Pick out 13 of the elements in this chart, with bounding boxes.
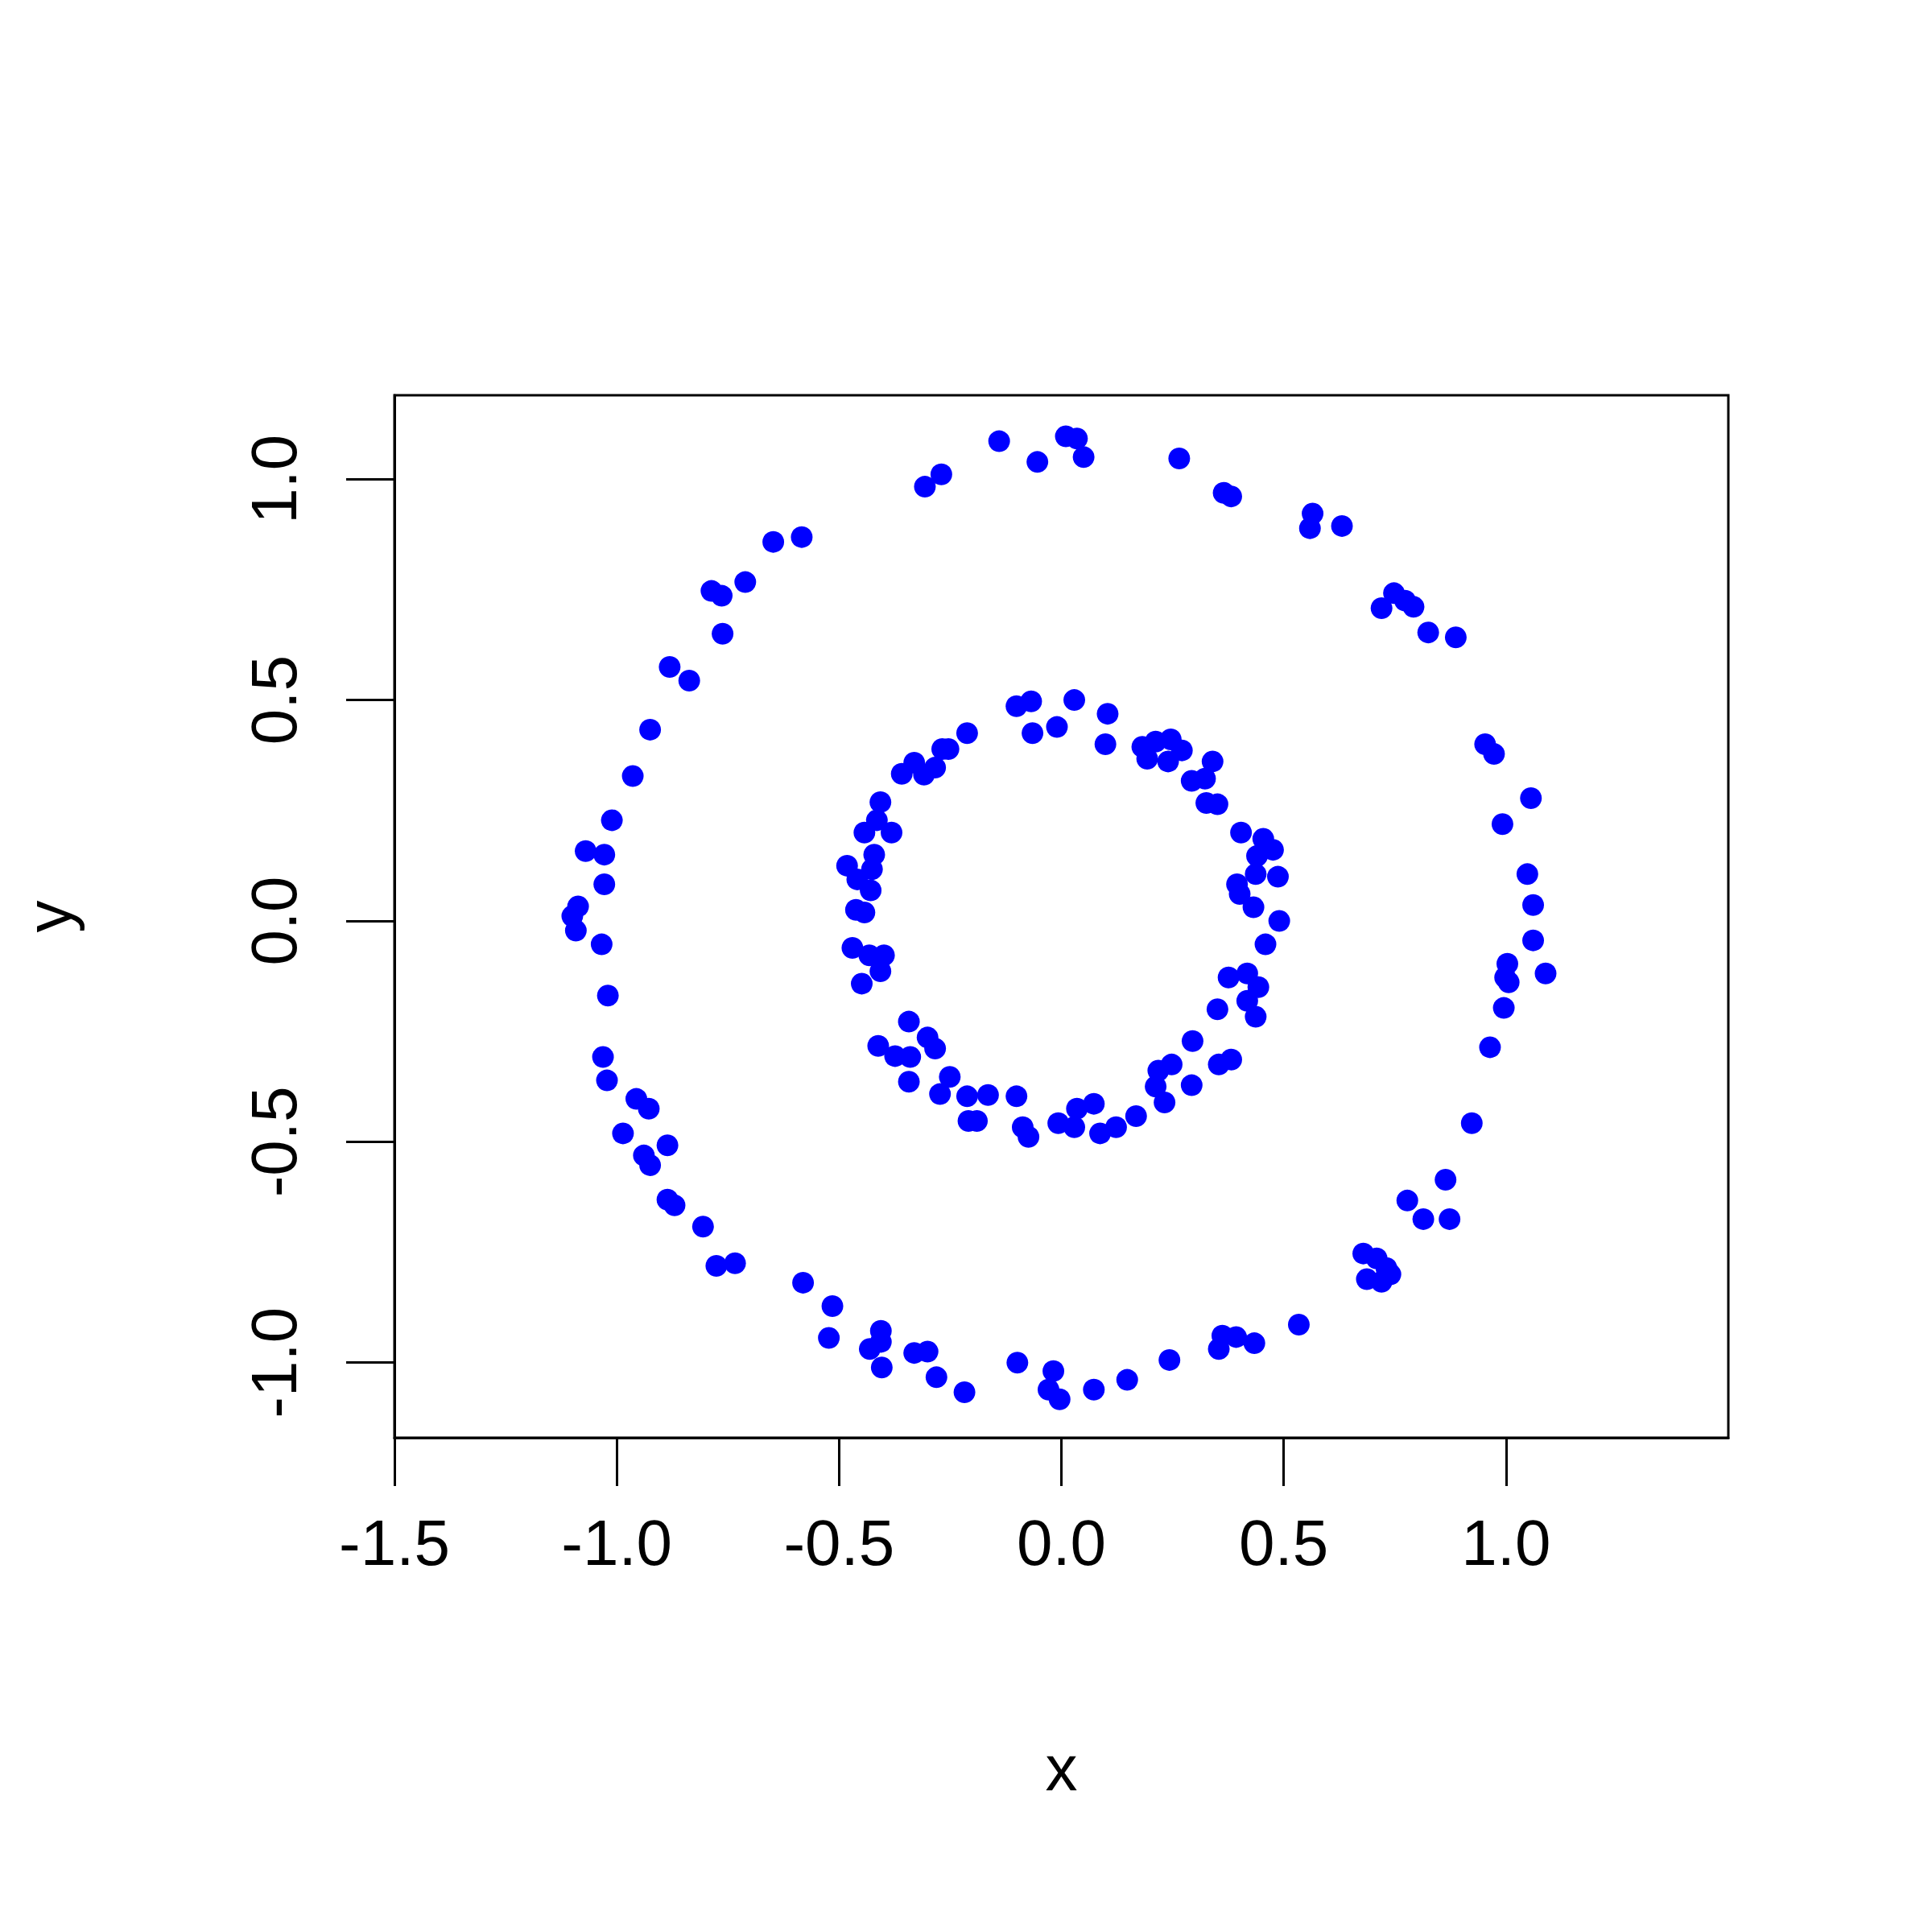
y-tick-label: -0.5 [237,1086,310,1198]
x-tick-label: -0.5 [783,1506,895,1579]
x-tick-label: -1.0 [561,1506,673,1579]
x-tick-label: 1.0 [1461,1506,1551,1579]
y-tick-label: -1.0 [237,1307,310,1418]
x-axis-title: x [1045,1732,1078,1804]
x-tick-label: -1.5 [339,1506,450,1579]
y-tick-label: 1.0 [237,434,310,524]
y-tick-label: 0.0 [237,876,310,966]
y-tick-label: 0.5 [237,655,310,745]
y-axis-title: y [12,900,85,933]
x-tick-label: 0.5 [1239,1506,1329,1579]
x-tick-label: 0.0 [1016,1506,1107,1579]
